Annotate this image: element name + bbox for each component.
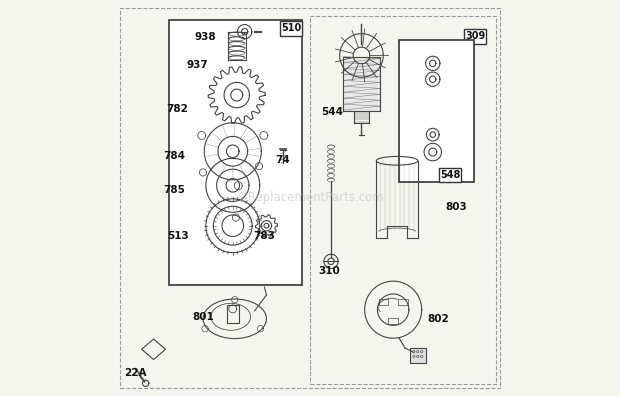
Text: 544: 544 [322,107,343,117]
Text: 937: 937 [186,60,208,70]
Text: 74: 74 [276,155,290,166]
Text: 310: 310 [318,266,340,276]
Bar [169,20,302,285]
Text: 782: 782 [166,103,188,114]
Text: 548: 548 [440,170,460,180]
Text: 802: 802 [428,314,450,324]
Text: 784: 784 [163,151,185,162]
Bar [398,299,408,305]
Text: ©ReplacementParts.com: ©ReplacementParts.com [236,192,384,204]
Bar [378,299,388,305]
Bar [439,168,461,182]
Bar [227,305,239,323]
Bar [464,29,486,44]
Bar [310,16,496,384]
Text: 510: 510 [281,23,301,33]
Bar [399,40,474,182]
Text: 801: 801 [192,312,214,322]
Bar [410,348,426,363]
Text: 938: 938 [194,32,216,42]
Text: 783: 783 [254,230,275,241]
Text: 513: 513 [167,230,189,241]
Text: 309: 309 [465,31,485,41]
Bar [388,318,398,324]
Text: 22A: 22A [124,368,146,378]
Text: 803: 803 [446,202,467,212]
Bar [280,21,302,36]
Text: 785: 785 [163,185,185,195]
